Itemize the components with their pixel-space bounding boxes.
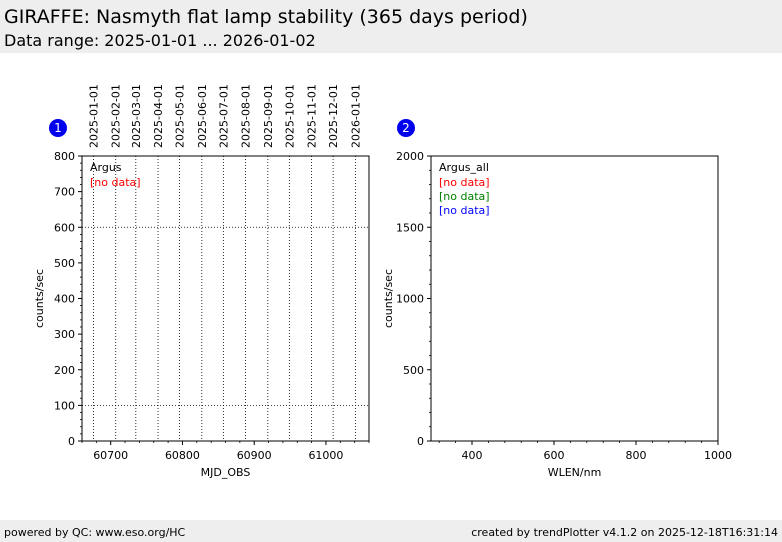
page-title: GIRAFFE: Nasmyth flat lamp stability (36…: [4, 6, 528, 28]
chart2-x-tick-label: 400: [462, 449, 483, 462]
chart2-y-tick-label: 0: [417, 435, 424, 448]
chart1-date-tick-label: 2025-02-01: [110, 84, 123, 148]
footer-created: created by trendPlotter v4.1.2 on 2025-1…: [471, 526, 778, 539]
header-bar: GIRAFFE: Nasmyth flat lamp stability (36…: [0, 0, 782, 53]
chart1-date-tick-label: 2025-08-01: [240, 84, 253, 148]
chart1-y-tick-label: 200: [54, 364, 75, 377]
chart1-date-tick-label: 2025-07-01: [217, 84, 230, 148]
chart2-y-axis-label: counts/sec: [382, 269, 395, 328]
chart1-badge-number: 1: [54, 121, 62, 135]
chart1-date-tick-label: 2025-06-01: [196, 84, 209, 148]
chart1-plot-frame: [81, 155, 370, 442]
chart1-legend-entry: [no data]: [90, 176, 141, 189]
chart1-y-tick-label: 400: [54, 293, 75, 306]
chart2-legend-title: Argus_all: [439, 161, 489, 174]
chart2-badge-number: 2: [402, 121, 410, 135]
chart1-y-axis-label: counts/sec: [33, 269, 46, 328]
chart1-y-tick-label: 100: [54, 399, 75, 412]
chart2-y-tick-label: 1000: [396, 293, 424, 306]
chart1-date-tick-label: 2025-05-01: [174, 84, 187, 148]
footer-credit: powered by QC: www.eso.org/HC: [4, 526, 186, 539]
chart1-y-tick-label: 600: [54, 221, 75, 234]
chart1-x-axis-label: MJD_OBS: [201, 466, 251, 479]
chart1-date-tick-label: 2025-10-01: [283, 84, 296, 148]
chart1-date-tick-label: 2025-12-01: [327, 84, 340, 148]
chart1-date-tick-label: 2026-01-01: [349, 84, 362, 148]
chart1-legend-title: Argus: [90, 161, 122, 174]
chart2-y-tick-label: 500: [403, 364, 424, 377]
chart1-date-tick-label: 2025-04-01: [152, 84, 165, 148]
chart2-x-tick-label: 1000: [704, 449, 732, 462]
chart2-legend-entry: [no data]: [439, 190, 490, 203]
chart1-date-tick-label: 2025-09-01: [262, 84, 275, 148]
chart1-x-tick-label: 61000: [308, 449, 343, 462]
footer-bar: powered by QC: www.eso.org/HC created by…: [0, 520, 782, 542]
chart1-y-tick-label: 300: [54, 328, 75, 341]
chart1-y-tick-label: 0: [68, 435, 75, 448]
chart1-x-tick-label: 60700: [93, 449, 128, 462]
chart2-legend-entry: [no data]: [439, 176, 490, 189]
chart1-y-tick-label: 500: [54, 257, 75, 270]
data-range: Data range: 2025-01-01 ... 2026-01-02: [4, 31, 316, 50]
chart2-y-tick-label: 2000: [396, 150, 424, 163]
chart2-x-tick-label: 600: [544, 449, 565, 462]
chart2-badge-circle: [397, 119, 415, 137]
chart1-date-tick-label: 2025-01-01: [87, 84, 100, 148]
chart1-y-tick-label: 800: [54, 150, 75, 163]
chart2-x-axis-label: WLEN/nm: [548, 466, 602, 479]
chart1-x-tick-label: 60800: [165, 449, 200, 462]
chart1-x-tick-label: 60900: [237, 449, 272, 462]
chart2-legend-entry: [no data]: [439, 204, 490, 217]
chart1-y-tick-label: 700: [54, 186, 75, 199]
chart1-badge-circle: [49, 119, 67, 137]
chart1-date-tick-label: 2025-03-01: [130, 84, 143, 148]
chart2-y-tick-label: 1500: [396, 221, 424, 234]
chart1-date-tick-label: 2025-11-01: [306, 84, 319, 148]
chart2-x-tick-label: 800: [626, 449, 647, 462]
